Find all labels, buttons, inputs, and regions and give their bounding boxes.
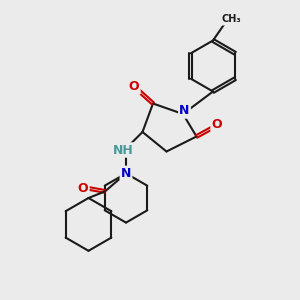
- Text: CH₃: CH₃: [221, 14, 241, 25]
- Text: NH: NH: [113, 143, 134, 157]
- Text: N: N: [179, 104, 190, 118]
- Text: O: O: [212, 118, 222, 131]
- Text: O: O: [129, 80, 140, 94]
- Text: N: N: [121, 167, 131, 180]
- Text: O: O: [78, 182, 88, 195]
